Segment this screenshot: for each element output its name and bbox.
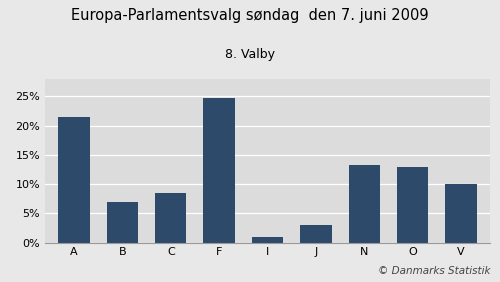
Bar [58,117,90,243]
Bar [300,225,332,243]
Text: 8. Valby: 8. Valby [225,48,275,61]
Bar [446,184,476,243]
Bar [204,98,235,243]
Text: © Danmarks Statistik: © Danmarks Statistik [378,266,490,276]
Bar [397,167,428,243]
Text: Europa-Parlamentsvalg søndag  den 7. juni 2009: Europa-Parlamentsvalg søndag den 7. juni… [71,8,429,23]
Bar [348,166,380,243]
Bar [252,237,283,243]
Bar [155,193,186,243]
Bar [106,202,138,243]
